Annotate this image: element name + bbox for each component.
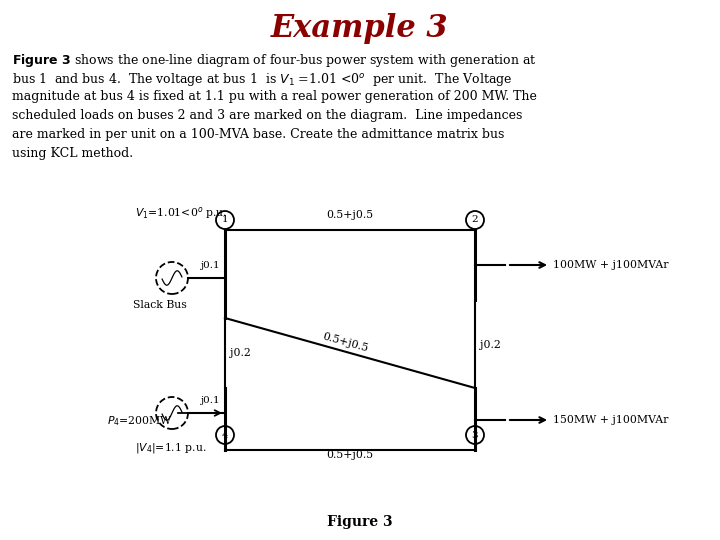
Text: 2: 2 <box>472 215 478 225</box>
Text: $P_4$=200MW: $P_4$=200MW <box>107 414 173 428</box>
Text: 0.5+j0.5: 0.5+j0.5 <box>321 332 369 354</box>
Text: 100MW + j100MVAr: 100MW + j100MVAr <box>553 260 668 270</box>
Text: are marked in per unit on a 100-MVA base. Create the admittance matrix bus: are marked in per unit on a 100-MVA base… <box>12 128 505 141</box>
Text: j0.1: j0.1 <box>200 261 220 270</box>
Text: 4: 4 <box>222 430 228 440</box>
Text: 0.5+j0.5: 0.5+j0.5 <box>326 210 374 220</box>
Text: $|V_4|$=1.1 p.u.: $|V_4|$=1.1 p.u. <box>135 441 207 455</box>
Text: scheduled loads on buses 2 and 3 are marked on the diagram.  Line impedances: scheduled loads on buses 2 and 3 are mar… <box>12 109 523 122</box>
Text: j0.2: j0.2 <box>230 348 251 358</box>
Text: $V_1$=1.01<0$^o$ p.u.: $V_1$=1.01<0$^o$ p.u. <box>135 205 228 221</box>
Text: 0.5+j0.5: 0.5+j0.5 <box>326 450 374 460</box>
Text: Slack Bus: Slack Bus <box>133 300 187 310</box>
Text: $\mathbf{Figure\ 3}$ shows the one-line diagram of four-bus power system with ge: $\mathbf{Figure\ 3}$ shows the one-line … <box>12 52 536 69</box>
Text: Example 3: Example 3 <box>271 12 449 44</box>
Text: magnitude at bus 4 is fixed at 1.1 pu with a real power generation of 200 MW. Th: magnitude at bus 4 is fixed at 1.1 pu wi… <box>12 90 537 103</box>
Text: 1: 1 <box>222 215 228 225</box>
Text: j0.2: j0.2 <box>480 340 501 350</box>
Text: using KCL method.: using KCL method. <box>12 147 133 160</box>
Text: Figure 3: Figure 3 <box>327 515 393 529</box>
Text: j0.1: j0.1 <box>200 396 220 405</box>
Text: bus 1  and bus 4.  The voltage at bus 1  is $V_1$ =1.01 <0$^o$  per unit.  The V: bus 1 and bus 4. The voltage at bus 1 is… <box>12 71 513 88</box>
Text: 150MW + j100MVAr: 150MW + j100MVAr <box>553 415 668 425</box>
Text: 3: 3 <box>472 430 478 440</box>
